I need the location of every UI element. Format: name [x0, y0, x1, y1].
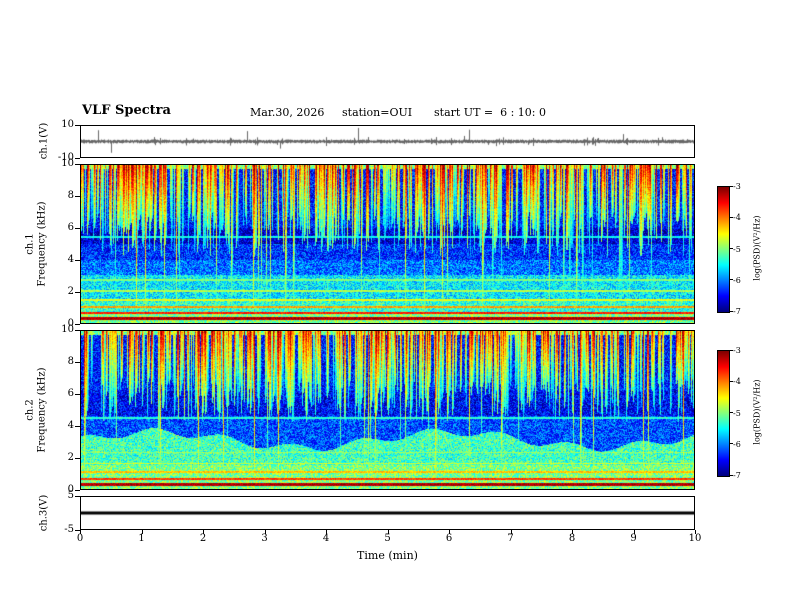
ch2-spec-ytick-mark — [75, 329, 80, 331]
ch2-spectrogram-canvas — [81, 331, 694, 489]
ch2-spec-ytick-mark — [75, 489, 80, 491]
time-tick-label: 1 — [138, 533, 145, 544]
ch1-spec-ytick-mark — [75, 291, 80, 293]
figure-start-ut: start UT = 6 : 10: 0 — [434, 106, 547, 119]
colorbar-ch2-tick-mark — [729, 349, 733, 351]
time-tick-mark — [141, 530, 143, 534]
ch2-spec-ytick-mark — [75, 457, 80, 459]
ch2-spec-ytick-label: 10 — [61, 324, 74, 335]
time-tick-mark — [449, 530, 450, 534]
time-tick-mark — [572, 530, 573, 534]
ch1-spec-ytick-mark — [75, 259, 80, 261]
colorbar-ch1-tick-mark — [729, 279, 733, 281]
figure-station: station=OUI — [342, 106, 413, 119]
ch1-spec-ytick-label: 8 — [67, 190, 74, 201]
ch1-spec-ytick-mark — [75, 323, 80, 325]
time-tick-mark — [510, 530, 512, 534]
ch1-channel-axis-label: ch.1 — [24, 233, 36, 255]
colorbar-ch2-tick-mark — [729, 380, 733, 382]
colorbar-ch1-tick-label: -3 — [733, 182, 741, 191]
time-tick-label: 6 — [445, 533, 453, 544]
ch2-frequency-axis-label: Frequency (kHz) — [36, 367, 48, 453]
figure-title: VLF Spectra — [82, 103, 171, 118]
colorbar-ch1-canvas — [718, 187, 729, 312]
colorbar-ch2-canvas — [718, 351, 729, 476]
ch2-spectrogram-panel — [80, 330, 695, 490]
ch1-frequency-axis-label: Frequency (kHz) — [36, 201, 48, 287]
ch2-spec-ytick-mark — [75, 425, 80, 427]
ch3-wave-ytick-mark — [75, 495, 80, 497]
colorbar-ch2-tick-mark — [729, 412, 733, 413]
time-tick-label: 5 — [384, 533, 391, 544]
time-tick-label: 4 — [322, 533, 330, 544]
colorbar-ch1-tick-mark — [729, 310, 733, 312]
colorbar-ch1-tick-mark — [729, 185, 733, 187]
time-tick-label: 10 — [688, 533, 702, 544]
colorbar-ch2-label: log(PSD)(V²/Hz) — [752, 379, 762, 445]
time-tick-label: 8 — [568, 533, 576, 544]
ch2-spec-ytick-label: 2 — [67, 452, 74, 463]
time-tick-label: 3 — [261, 533, 268, 544]
colorbar-ch2-tick-mark — [729, 443, 733, 445]
figure-date: Mar.30, 2026 — [250, 106, 325, 119]
time-axis-label: Time (min) — [357, 549, 418, 562]
ch1-spectrogram-canvas — [81, 165, 694, 323]
ch1-spec-ytick-label: 2 — [67, 286, 74, 297]
ch3-waveform-panel — [80, 496, 695, 530]
ch3-wave-ytick-label: 5 — [67, 490, 74, 501]
ch3-wave-ytick-label: -5 — [64, 524, 74, 535]
colorbar-ch2-tick-label: -6 — [733, 439, 741, 449]
ch1-wave-ytick-label: 10 — [61, 119, 74, 130]
ch1-spec-ytick-mark — [75, 163, 80, 165]
time-tick-label: 2 — [199, 533, 207, 544]
time-tick-label: 9 — [630, 533, 637, 544]
ch1-spectrogram-panel — [80, 164, 695, 324]
colorbar-ch2 — [717, 350, 730, 477]
colorbar-ch2-tick-label: -3 — [733, 346, 741, 355]
ch3-waveform-canvas — [81, 497, 694, 529]
colorbar-ch1-tick-label: -5 — [733, 244, 741, 254]
ch1-spec-ytick-label: 6 — [67, 222, 74, 233]
ch1-spec-ytick-label: 10 — [61, 158, 74, 169]
colorbar-ch2-tick-mark — [729, 474, 733, 476]
time-tick-mark — [326, 530, 327, 534]
colorbar-ch1-tick-mark — [729, 216, 733, 218]
ch1-spec-ytick-label: 0 — [67, 318, 74, 329]
colorbar-ch1-tick-label: -4 — [733, 213, 741, 223]
ch1-wave-ytick-label: -10 — [57, 152, 74, 163]
time-tick-label: 7 — [507, 533, 514, 544]
ch2-channel-axis-label: ch.2 — [24, 399, 36, 421]
colorbar-ch1-tick-mark — [729, 248, 733, 249]
time-tick-label: 0 — [76, 533, 84, 544]
ch2-spec-ytick-label: 8 — [67, 356, 74, 367]
ch2-spec-ytick-label: 0 — [67, 484, 74, 495]
ch2-spec-ytick-mark — [75, 361, 80, 363]
ch1-spec-ytick-mark — [75, 227, 80, 229]
ch1-waveform-canvas — [81, 126, 694, 157]
time-tick-mark — [203, 530, 204, 534]
time-tick-mark — [633, 530, 635, 534]
colorbar-ch1-label: log(PSD)(V²/Hz) — [752, 215, 762, 281]
time-tick-mark — [80, 530, 81, 534]
colorbar-ch1-tick-label: -7 — [733, 307, 741, 316]
ch1-spec-ytick-label: 4 — [67, 254, 74, 265]
ch1-waveform-panel — [80, 125, 695, 158]
colorbar-ch2-tick-label: -7 — [733, 471, 741, 480]
colorbar-ch1 — [717, 186, 730, 313]
ch2-spec-ytick-label: 6 — [67, 388, 74, 399]
ch2-spec-ytick-mark — [75, 393, 80, 395]
time-tick-mark — [387, 530, 389, 534]
ch3-wave-ytick-mark — [75, 529, 80, 531]
time-tick-mark — [264, 530, 266, 534]
ch1-spec-ytick-mark — [75, 195, 80, 197]
ch2-spec-ytick-label: 4 — [67, 420, 74, 431]
ch1-wave-ytick-mark — [75, 124, 80, 126]
time-tick-mark — [695, 530, 696, 534]
colorbar-ch1-tick-label: -6 — [733, 275, 741, 285]
colorbar-ch2-tick-label: -5 — [733, 408, 741, 418]
ch1-wave-ytick-mark — [75, 157, 80, 159]
colorbar-ch2-tick-label: -4 — [733, 377, 741, 387]
